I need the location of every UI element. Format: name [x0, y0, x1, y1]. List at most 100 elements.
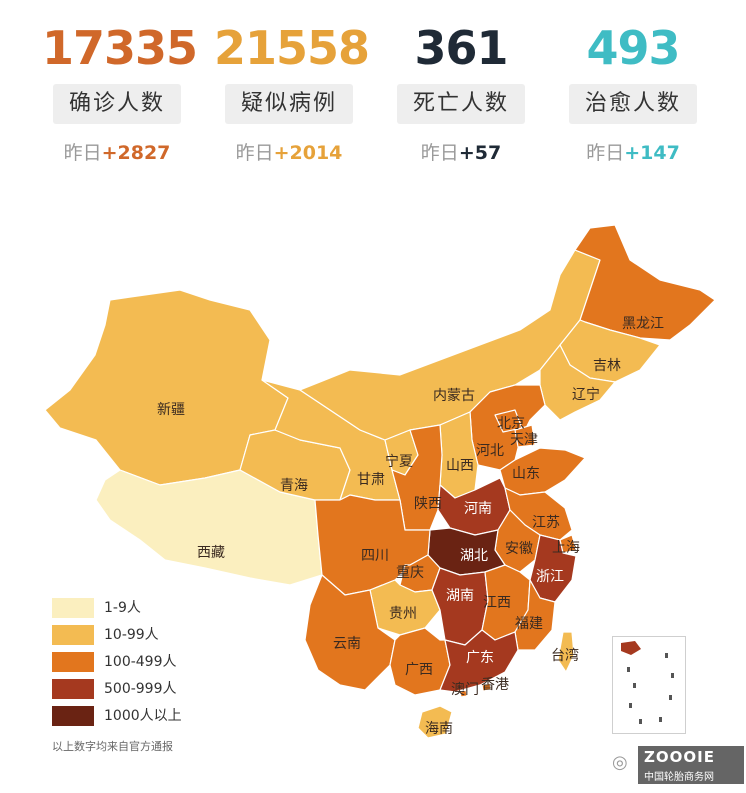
inset-island [633, 683, 636, 688]
legend-label: 1-9人 [104, 600, 141, 616]
suspected-number: 21558 [214, 21, 370, 75]
source-note: 以上数字均来自官方通报 [52, 740, 173, 753]
china-map: 新疆 西藏 青海 甘肃 内蒙古 宁夏 黑龙江 吉林 辽宁 北京 天津 河北 山西… [0, 190, 746, 793]
legend-swatch [52, 598, 94, 618]
label-xinjiang: 新疆 [157, 402, 185, 418]
label-xizang: 西藏 [197, 545, 225, 561]
south-china-sea-svg [621, 641, 674, 724]
label-gansu: 甘肃 [357, 472, 385, 488]
cured-label: 治愈人数 [569, 84, 697, 124]
deaths-label: 死亡人数 [397, 84, 525, 124]
legend-label: 10-99人 [104, 627, 159, 643]
stat-deaths: 361 死亡人数 昨日+57 [386, 18, 536, 165]
label-jilin: 吉林 [593, 358, 621, 374]
suspected-delta: +2014 [273, 142, 343, 164]
label-heilongjiang: 黑龙江 [622, 316, 664, 332]
inset-island [665, 653, 668, 658]
label-henan: 河南 [464, 501, 492, 517]
stat-suspected: 21558 疑似病例 昨日+2014 [214, 18, 370, 165]
label-guangdong: 广东 [466, 650, 494, 666]
label-guangxi: 广西 [405, 662, 433, 678]
province-xianggang[interactable] [481, 682, 492, 692]
legend-swatch [52, 652, 94, 672]
stats-bar: 17335 确诊人数 昨日+2827 21558 疑似病例 昨日+2014 36… [0, 18, 746, 178]
inset-island [669, 695, 672, 700]
watermark-background [638, 746, 744, 784]
inset-island [659, 717, 662, 722]
label-liaoning: 辽宁 [572, 386, 600, 403]
stat-confirmed: 17335 确诊人数 昨日+2827 [42, 18, 198, 165]
cured-delta: +147 [624, 142, 680, 164]
cured-delta-row: 昨日+147 [558, 138, 708, 165]
label-shanghai: 上海 [552, 540, 580, 556]
province-tianjin[interactable] [514, 424, 536, 448]
legend-swatch [52, 706, 94, 726]
label-hebei: 河北 [476, 443, 504, 459]
label-jiangsu: 江苏 [532, 515, 560, 531]
legend-label: 100-499人 [104, 654, 177, 670]
province-heilongjiang[interactable] [574, 224, 716, 341]
label-chongqing: 重庆 [396, 565, 424, 581]
cured-number: 493 [586, 21, 680, 75]
confirmed-label: 确诊人数 [53, 84, 181, 124]
inset-island [627, 667, 630, 672]
stat-cured: 493 治愈人数 昨日+147 [558, 18, 708, 165]
deaths-delta-prefix: 昨日 [420, 142, 459, 164]
label-anhui: 安徽 [505, 541, 533, 557]
label-qinghai: 青海 [280, 478, 308, 494]
province-yunnan[interactable] [304, 574, 396, 691]
province-liaoning[interactable] [539, 344, 616, 421]
wechat-icon: ◎ [612, 752, 628, 773]
label-sichuan: 四川 [361, 548, 389, 564]
label-fujian: 福建 [515, 616, 543, 632]
confirmed-delta-row: 昨日+2827 [42, 138, 192, 165]
inset-island [629, 703, 632, 708]
label-shaanxi: 陕西 [414, 496, 442, 512]
province-taiwan[interactable] [557, 631, 575, 673]
deaths-number: 361 [414, 21, 508, 75]
label-yunnan: 云南 [333, 636, 361, 652]
legend-swatch [52, 625, 94, 645]
province-guangdong[interactable] [439, 629, 519, 693]
label-shanxi: 山西 [446, 458, 474, 474]
label-ningxia: 宁夏 [385, 453, 413, 470]
label-aomen: 澳门 [451, 682, 479, 698]
label-taiwan: 台湾 [551, 647, 579, 664]
province-hainan[interactable] [417, 705, 453, 739]
confirmed-number: 17335 [42, 21, 198, 75]
inset-islands [627, 653, 674, 724]
label-guizhou: 贵州 [389, 606, 417, 622]
suspected-delta-row: 昨日+2014 [214, 138, 364, 165]
label-hainan: 海南 [425, 721, 453, 737]
watermark-brand: ZOOOIE [644, 748, 715, 766]
label-neimenggu: 内蒙古 [433, 388, 475, 404]
label-beijing: 北京 [497, 416, 525, 432]
watermark-subtitle: 中国轮胎商务网 [644, 772, 714, 783]
china-map-svg: 新疆 西藏 青海 甘肃 内蒙古 宁夏 黑龙江 吉林 辽宁 北京 天津 河北 山西… [44, 224, 716, 739]
label-hubei: 湖北 [460, 548, 488, 564]
legend-label: 1000人以上 [104, 708, 182, 724]
deaths-delta: +57 [458, 142, 502, 164]
south-china-sea-inset [612, 636, 686, 734]
legend-swatch [52, 679, 94, 699]
watermark: ◎ ZOOOIE 中国轮胎商务网 [612, 742, 744, 786]
label-xianggang: 香港 [481, 677, 509, 693]
province-xizang[interactable] [95, 469, 323, 586]
label-jiangxi: 江西 [483, 595, 511, 611]
legend-label: 500-999人 [104, 681, 177, 697]
label-zhejiang: 浙江 [536, 569, 564, 585]
confirmed-delta-prefix: 昨日 [63, 142, 102, 164]
deaths-delta-row: 昨日+57 [386, 138, 536, 165]
label-hunan: 湖南 [446, 588, 474, 604]
province-aomen[interactable] [459, 689, 468, 698]
inset-island [639, 719, 642, 724]
label-tianjin: 天津 [510, 432, 538, 448]
inset-island [671, 673, 674, 678]
cured-delta-prefix: 昨日 [586, 142, 625, 164]
confirmed-delta: +2827 [101, 142, 171, 164]
label-shandong: 山东 [512, 466, 540, 482]
suspected-delta-prefix: 昨日 [235, 142, 274, 164]
suspected-label: 疑似病例 [225, 84, 353, 124]
province-fujian[interactable] [514, 579, 556, 651]
inset-coast-shape [621, 641, 641, 655]
